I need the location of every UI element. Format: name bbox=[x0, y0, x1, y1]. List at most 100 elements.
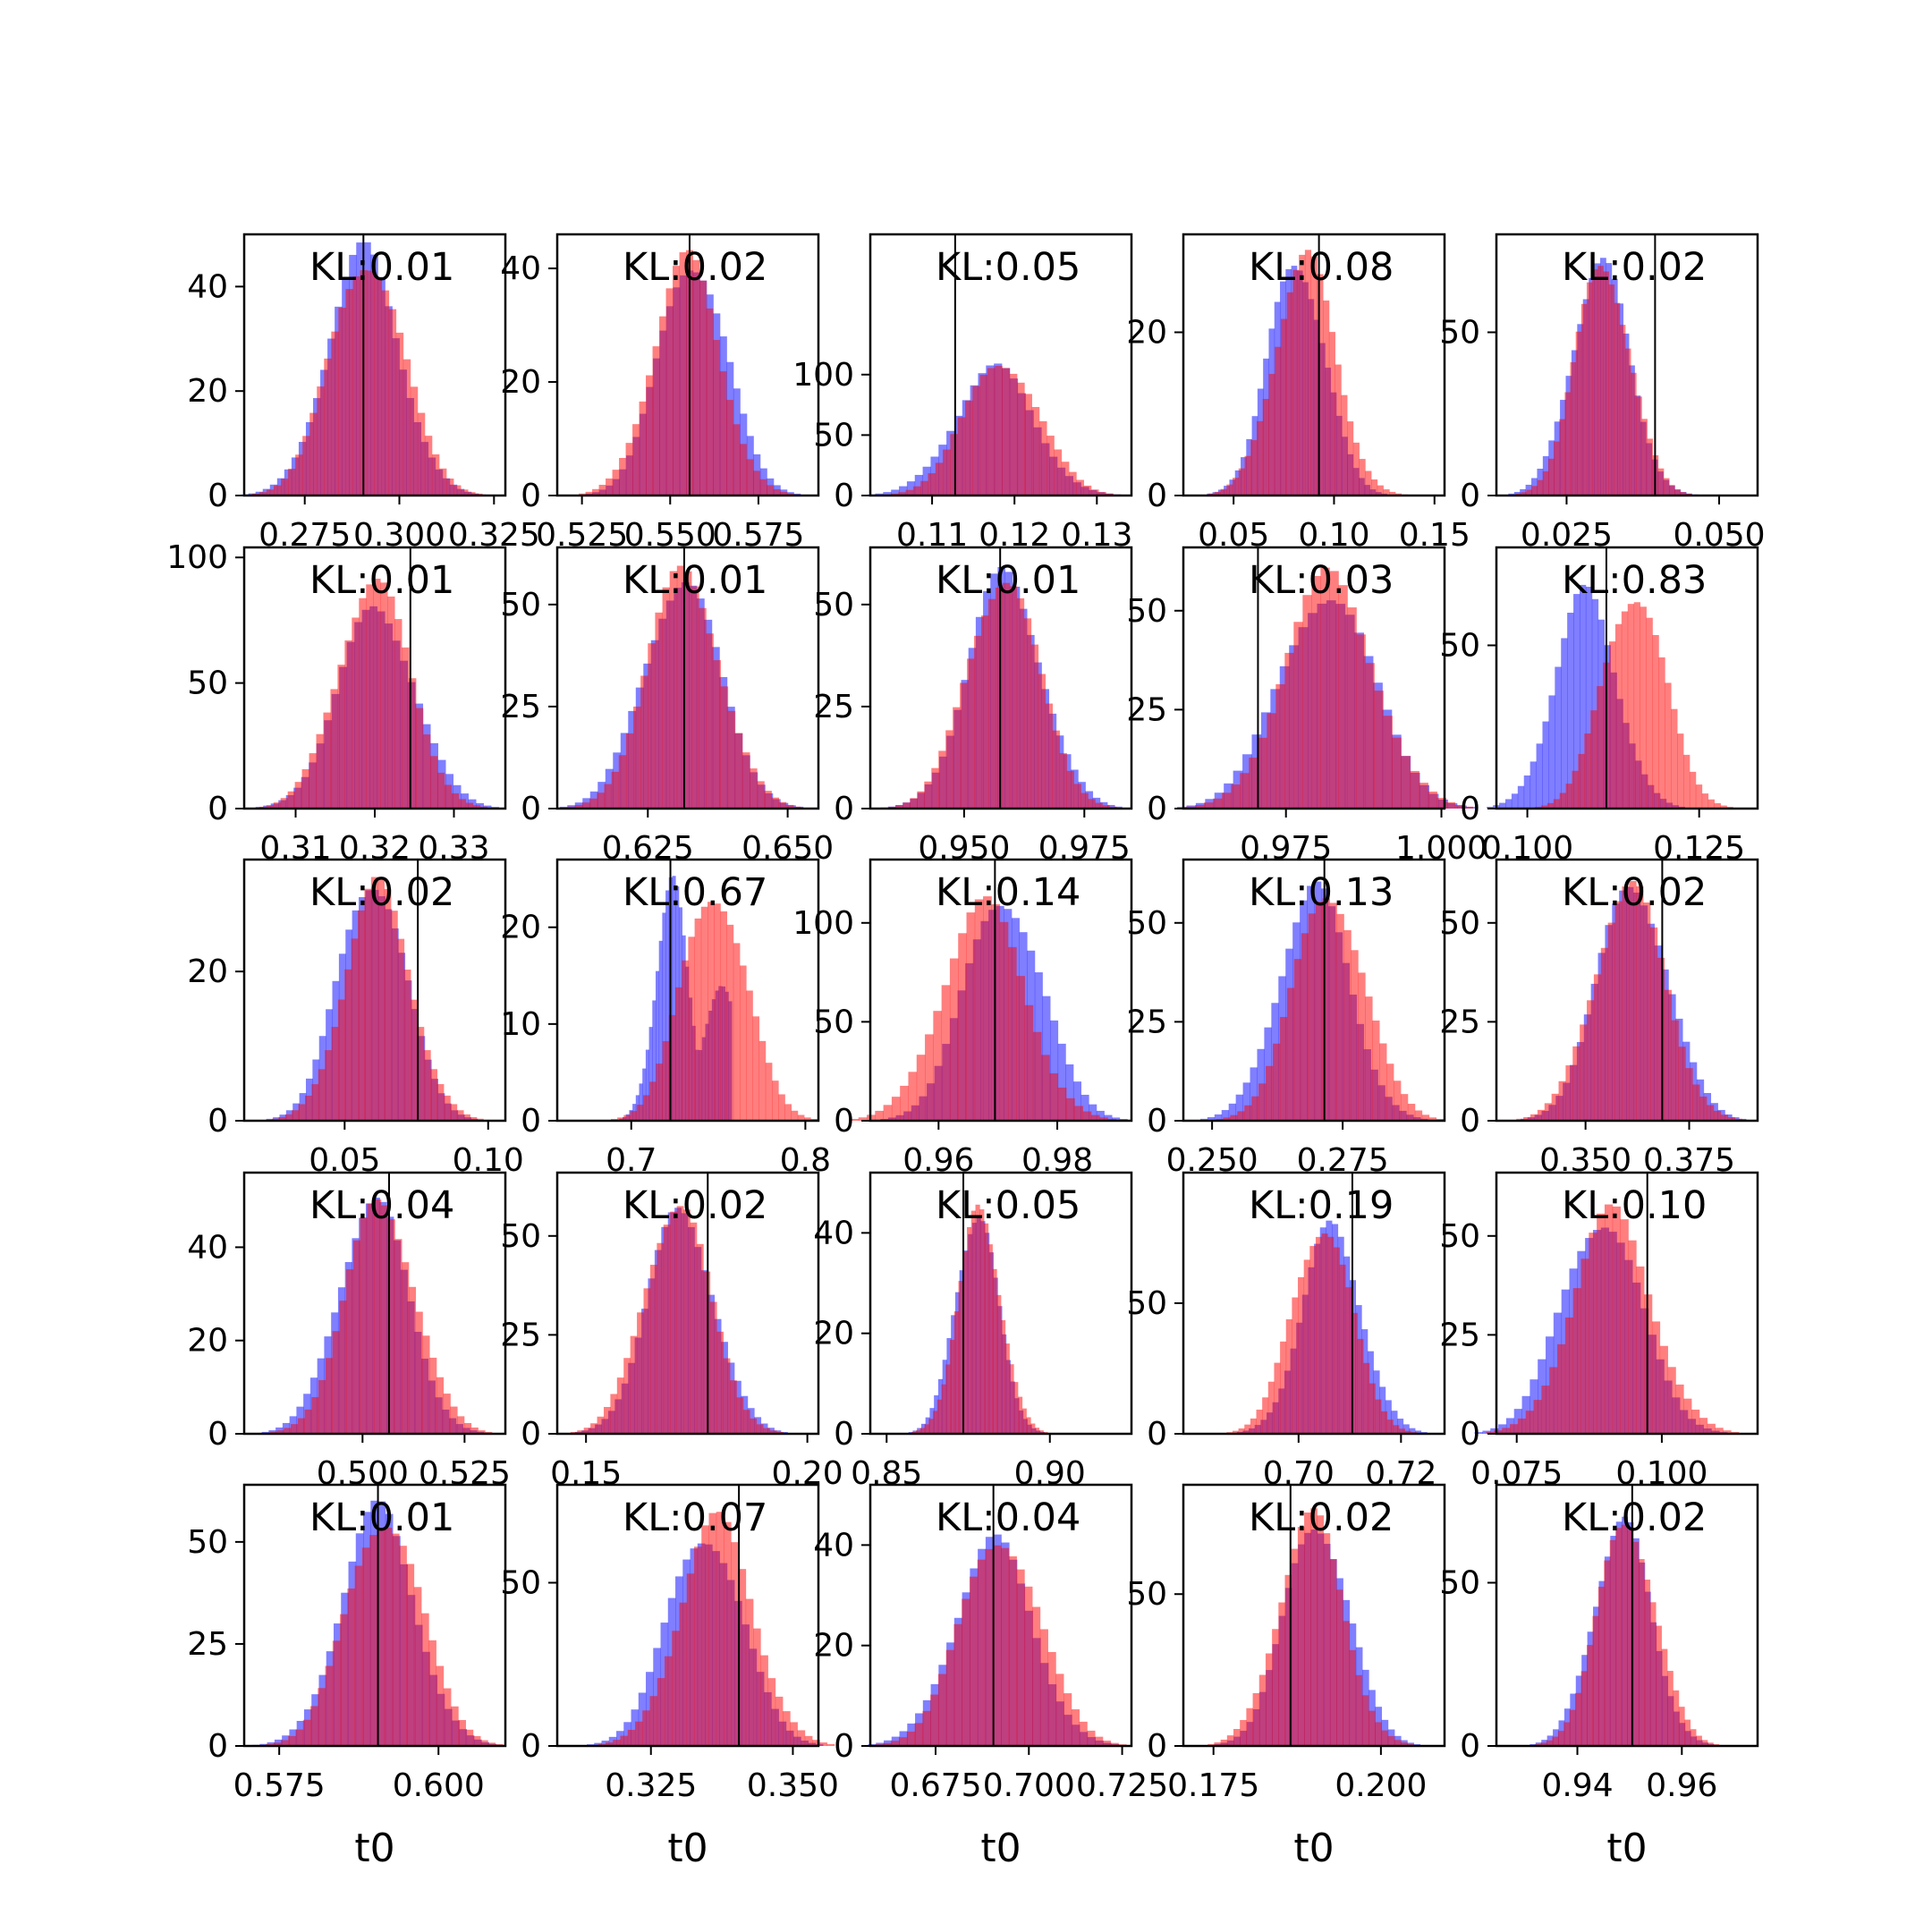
histogram-bar bbox=[1284, 652, 1294, 809]
y-tick-label: 20 bbox=[187, 373, 228, 410]
histogram-panel-21: 0 25 50 0.575 0.600 KL:0.01 t0 bbox=[187, 1483, 507, 1871]
histogram-bar bbox=[797, 1730, 806, 1746]
histogram-bar bbox=[618, 755, 627, 809]
histogram-bar bbox=[765, 1063, 773, 1121]
histogram-bar bbox=[1315, 1236, 1322, 1434]
histogram-bar bbox=[917, 791, 925, 809]
y-tick-label: 0 bbox=[834, 1416, 854, 1453]
histogram-bar bbox=[1262, 1397, 1269, 1434]
histogram-bar bbox=[652, 1000, 657, 1121]
histogram-bar bbox=[1240, 1720, 1247, 1746]
histogram-bar bbox=[1707, 1423, 1716, 1434]
histogram-bar bbox=[1054, 449, 1063, 496]
histogram-bar bbox=[1302, 595, 1312, 809]
histogram-series-red bbox=[1486, 1204, 1740, 1434]
histogram-bar bbox=[785, 804, 794, 809]
histogram-bar bbox=[945, 1649, 954, 1746]
kl-annotation: KL:0.01 bbox=[623, 558, 767, 603]
histogram-bar bbox=[1066, 770, 1074, 809]
histogram-bar bbox=[1707, 1742, 1714, 1746]
histogram-bar bbox=[922, 1710, 931, 1746]
y-tick-label: 0 bbox=[1147, 1103, 1167, 1140]
histogram-bar bbox=[1714, 802, 1721, 809]
y-tick-label: 50 bbox=[187, 1524, 228, 1561]
histogram-bar bbox=[323, 712, 331, 809]
histogram-bar bbox=[423, 1050, 431, 1121]
histogram-bar bbox=[1614, 302, 1621, 496]
kl-annotation: KL:0.04 bbox=[309, 1183, 454, 1228]
histogram-bar bbox=[1297, 1527, 1305, 1746]
histogram-bar bbox=[302, 436, 310, 496]
histogram-bar bbox=[1278, 1602, 1285, 1746]
histogram-bar bbox=[1428, 792, 1437, 809]
histogram-bar bbox=[318, 1688, 326, 1746]
histogram-panel-20: 0 25 50 0.075 0.100 KL:0.10 bbox=[1439, 1171, 1759, 1492]
histogram-bar bbox=[709, 1301, 717, 1434]
histogram-bar bbox=[415, 1311, 423, 1434]
histogram-bar bbox=[1310, 1508, 1318, 1746]
histogram-bar bbox=[1564, 392, 1571, 496]
histogram-bar bbox=[611, 771, 620, 809]
histogram-bar bbox=[337, 665, 345, 809]
histogram-bar bbox=[750, 1418, 758, 1434]
histogram-panel-6: 0 50 100 0.31 0.32 0.33 KL:0.01 bbox=[166, 539, 507, 867]
histogram-bar bbox=[672, 876, 676, 1121]
histogram-bar bbox=[1600, 947, 1609, 1121]
histogram-bar bbox=[1665, 682, 1672, 809]
histogram-bar bbox=[1336, 1589, 1343, 1746]
histogram-bar bbox=[1304, 250, 1312, 496]
y-tick-label: 25 bbox=[1126, 1004, 1167, 1040]
histogram-bar bbox=[1631, 372, 1637, 496]
histogram-bar bbox=[608, 1736, 617, 1746]
histogram-bar bbox=[995, 587, 1004, 809]
histogram-bar bbox=[1352, 442, 1360, 496]
histogram-bar bbox=[1537, 1109, 1546, 1121]
axes-frame bbox=[869, 546, 1133, 810]
histogram-bar bbox=[708, 902, 715, 1121]
histogram-bar bbox=[345, 289, 353, 496]
y-tick-label: 0 bbox=[834, 791, 854, 827]
histogram-bar bbox=[1298, 1276, 1305, 1434]
histogram-bar bbox=[703, 1271, 711, 1434]
histogram-bar bbox=[1055, 1674, 1064, 1746]
histogram-bar bbox=[281, 1740, 289, 1746]
y-tick-label: 25 bbox=[1439, 1317, 1480, 1353]
histogram-bar bbox=[1039, 1629, 1048, 1746]
histogram-bar bbox=[267, 1741, 275, 1746]
histogram-bar bbox=[351, 938, 359, 1121]
histogram-bar bbox=[1335, 364, 1342, 496]
histogram-bar bbox=[899, 486, 908, 496]
histogram-bar bbox=[1657, 468, 1665, 496]
histogram-bar bbox=[1555, 666, 1562, 809]
y-tick-label: 50 bbox=[500, 1218, 541, 1255]
y-tick-label: 100 bbox=[792, 905, 854, 942]
histogram-bar bbox=[974, 899, 984, 1121]
histogram-bar bbox=[632, 424, 640, 496]
histogram-bar bbox=[679, 252, 687, 496]
histogram-bar bbox=[436, 772, 445, 809]
histogram-bar bbox=[1329, 902, 1337, 1121]
histogram-bar bbox=[1052, 730, 1060, 809]
histogram-bar bbox=[1249, 758, 1258, 809]
histogram-bar bbox=[648, 1027, 653, 1121]
histogram-bar bbox=[914, 474, 923, 496]
histogram-bar bbox=[746, 990, 753, 1121]
histogram-bar bbox=[605, 1742, 614, 1746]
histogram-bar bbox=[582, 802, 590, 809]
histogram-bar bbox=[340, 1614, 348, 1746]
histogram-bar bbox=[1232, 1430, 1239, 1434]
histogram-bar bbox=[1428, 1117, 1437, 1121]
histogram-bar bbox=[366, 584, 374, 809]
histogram-bar bbox=[1279, 1017, 1288, 1121]
histogram-bar bbox=[686, 1573, 695, 1746]
histogram-bar bbox=[1321, 1233, 1328, 1434]
y-tick-label: 0 bbox=[208, 791, 228, 827]
histogram-bar bbox=[332, 1640, 341, 1746]
histogram-bar bbox=[1661, 1648, 1668, 1746]
histogram-bar bbox=[1572, 770, 1579, 809]
histogram-bar bbox=[420, 1613, 429, 1746]
histogram-bar bbox=[772, 1080, 779, 1121]
histogram-bar bbox=[1587, 1000, 1595, 1121]
histogram-bar bbox=[1258, 1674, 1267, 1746]
